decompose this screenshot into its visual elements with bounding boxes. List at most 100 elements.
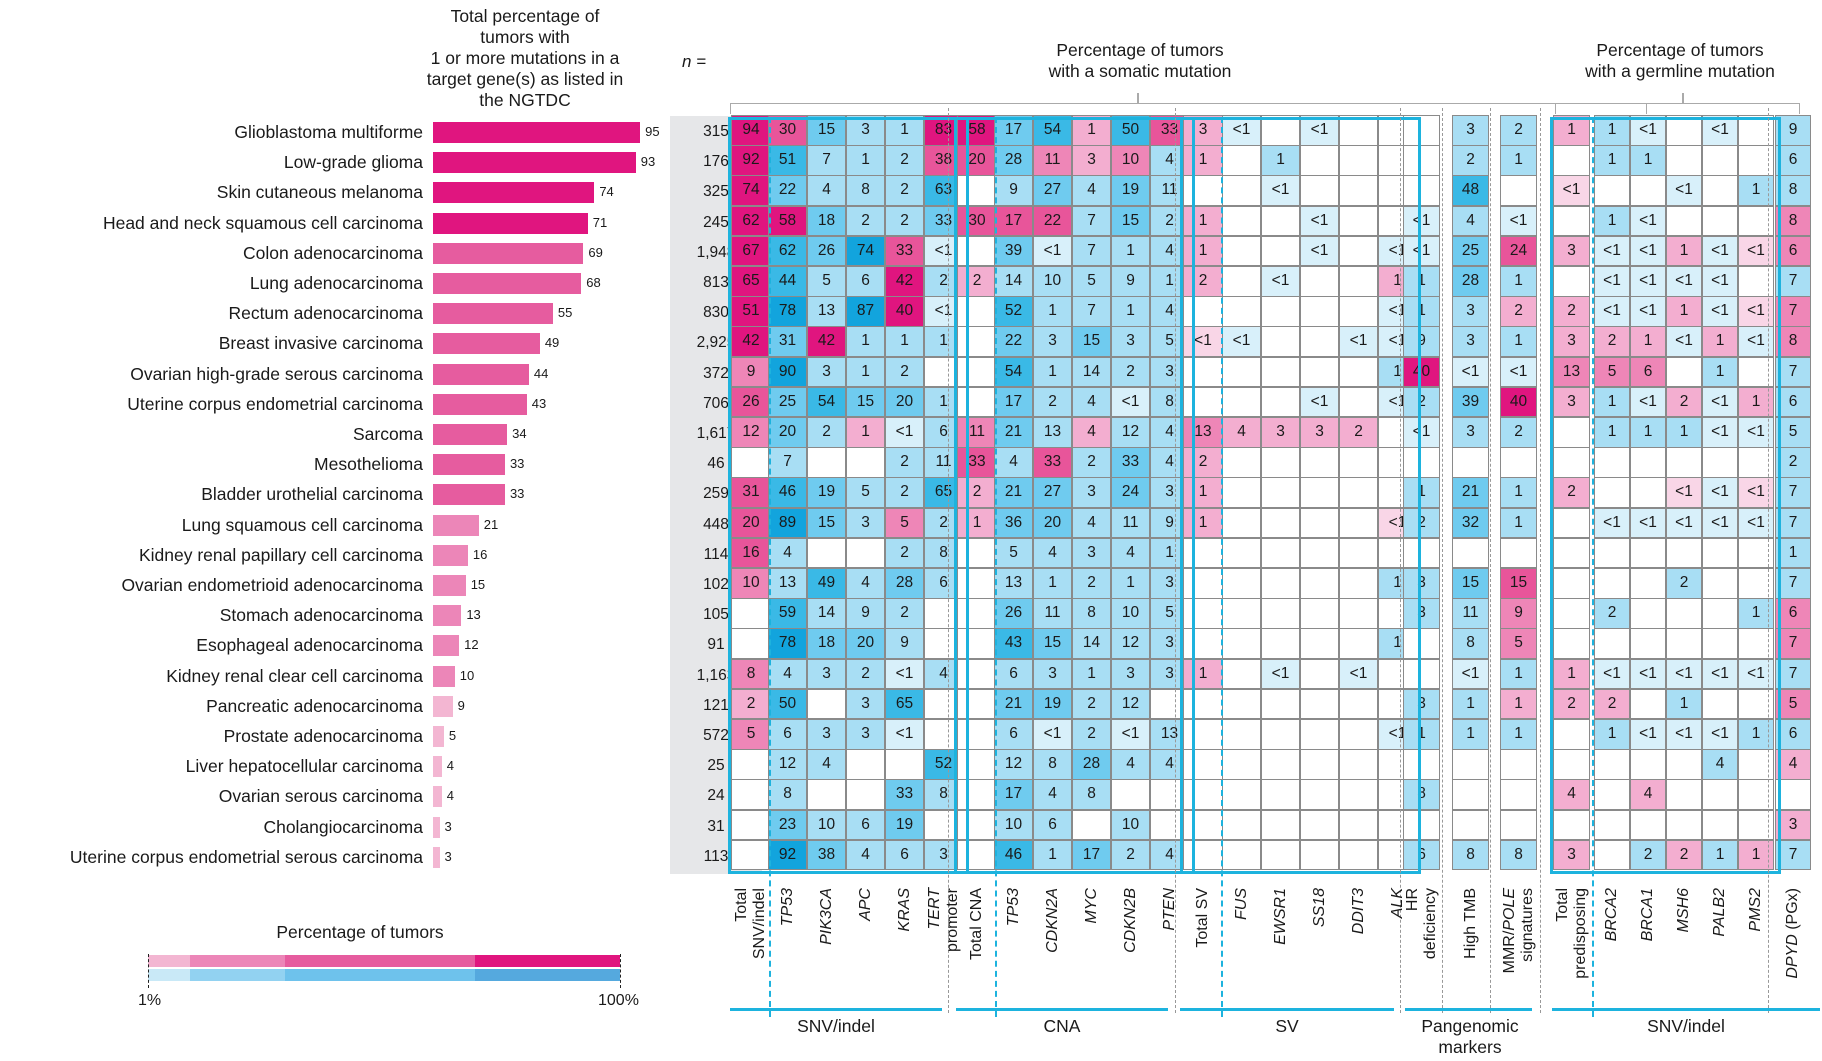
heatmap-cell <box>1702 568 1738 599</box>
cancer-type-label: Low-grade glioma <box>283 152 423 173</box>
heatmap-cell <box>1553 719 1590 750</box>
heatmap-cell: <1 <box>1339 326 1378 358</box>
heatmap-cell: 2 <box>885 175 924 207</box>
heatmap-cell <box>1222 658 1261 690</box>
section-underline <box>730 1008 942 1011</box>
bar-value-label: 4 <box>446 758 454 774</box>
heatmap-cell: 1 <box>1452 719 1489 750</box>
cancer-type-label: Lung adenocarcinoma <box>249 273 423 293</box>
heatmap-cell: 2 <box>1630 839 1666 871</box>
heatmap-cell: 54 <box>994 356 1033 388</box>
heatmap-cell <box>1300 266 1339 297</box>
heatmap-cell: <1 <box>1033 719 1072 750</box>
heatmap-cell: 6 <box>994 719 1033 750</box>
heatmap-cell: 4 <box>1702 749 1738 780</box>
heatmap-cell <box>1666 356 1702 388</box>
heatmap-cell <box>1222 598 1261 629</box>
bar-chart-title-line: Total percentage of <box>450 6 600 26</box>
column-header-line: Total SV <box>1194 888 1211 948</box>
heatmap-cell <box>957 356 997 388</box>
legend-title: Percentage of tumors <box>276 922 444 942</box>
heatmap-cell: 4 <box>1072 386 1111 418</box>
heatmap-cell: 4 <box>994 447 1033 478</box>
heatmap-cell: 4 <box>1630 779 1666 811</box>
heatmap-cell: 1 <box>1500 688 1537 720</box>
cancer-type-label: Skin cutaneous melanoma <box>216 182 423 203</box>
column-header-line: Total <box>1553 888 1571 922</box>
heatmap-cell <box>1553 749 1590 780</box>
heatmap-cell: 3 <box>1111 658 1150 690</box>
bar <box>433 575 466 596</box>
heatmap-cell <box>1222 628 1261 660</box>
heatmap-cell <box>1339 235 1378 267</box>
heatmap-cell <box>957 839 997 871</box>
heatmap-cell: 24 <box>1500 235 1537 267</box>
heatmap-cell <box>1339 537 1378 569</box>
n-value: 46 <box>707 455 725 473</box>
heatmap-cell: 1 <box>846 326 885 358</box>
heatmap-cell <box>1553 628 1590 660</box>
heatmap-cell: 7 <box>1775 356 1811 388</box>
heatmap-cell <box>1500 175 1537 207</box>
legend-blue-segment <box>475 969 620 981</box>
column-header: DDIT3 <box>1350 888 1368 1006</box>
heatmap-cell: 11 <box>1033 145 1072 176</box>
heatmap-cell: 3 <box>846 688 885 720</box>
heatmap-cell: 2 <box>957 266 997 297</box>
heatmap-cell: 8 <box>1500 839 1537 871</box>
column-header-line: promoter <box>943 888 961 953</box>
heatmap-cell <box>1300 296 1339 327</box>
heatmap-cell <box>1183 568 1223 599</box>
heatmap-cell: 4 <box>1072 417 1111 448</box>
heatmap-cell: 1 <box>1702 839 1738 871</box>
heatmap-cell <box>1702 537 1738 569</box>
heatmap-cell: 21 <box>994 417 1033 448</box>
heatmap-cell: 38 <box>807 839 846 871</box>
heatmap-cell: 1 <box>1630 145 1666 176</box>
heatmap-cell <box>1594 175 1630 207</box>
column-header: Total predisposing <box>1554 888 1590 1006</box>
heatmap-cell: 3 <box>846 507 885 539</box>
heatmap-cell: 90 <box>768 356 807 388</box>
section-underline <box>1552 1008 1820 1011</box>
heatmap-cell: 19 <box>1111 175 1150 207</box>
column-header-line: DDIT3 <box>1349 888 1367 935</box>
heatmap-cell: <1 <box>1630 507 1666 539</box>
heatmap-cell: 2 <box>1183 447 1223 478</box>
heatmap-cell <box>1261 326 1300 358</box>
heatmap-cell: <1 <box>1452 658 1489 690</box>
heatmap-cell: 17 <box>994 115 1033 146</box>
cancer-type-label: Prostate adenocarcinoma <box>223 726 423 746</box>
heatmap-cell: 8 <box>846 175 885 207</box>
heatmap-cell <box>1594 809 1630 841</box>
heatmap-cell: 4 <box>1033 537 1072 569</box>
heatmap-cell: 40 <box>1500 386 1537 418</box>
heatmap-cell: 21 <box>994 477 1033 509</box>
section-label: SV <box>1275 1016 1299 1036</box>
heatmap-cell: <1 <box>1594 658 1630 690</box>
column-header-line: TP53 <box>1004 888 1022 927</box>
heatmap-cell <box>1261 809 1300 841</box>
heatmap-cell: 20 <box>768 417 807 448</box>
heatmap-cell <box>1553 417 1590 448</box>
heatmap-cell: 21 <box>1452 477 1489 509</box>
heatmap-cell: 67 <box>731 235 771 267</box>
heatmap-cell: 7 <box>807 145 846 176</box>
heatmap-cell <box>846 749 885 780</box>
heatmap-cell: 2 <box>1072 719 1111 750</box>
heatmap-cell: 12 <box>994 749 1033 780</box>
heatmap-cell: 3 <box>1300 417 1339 448</box>
heatmap-cell <box>1222 537 1261 569</box>
heatmap-cell: 13 <box>1553 356 1590 388</box>
heatmap-cell: 46 <box>768 477 807 509</box>
heatmap-cell: 15 <box>807 115 846 146</box>
heatmap-cell <box>1222 205 1261 237</box>
heatmap-cell: 3 <box>807 658 846 690</box>
heatmap-cell: 1 <box>1183 477 1223 509</box>
heatmap-cell: 22 <box>768 175 807 207</box>
heatmap-cell: 10 <box>994 809 1033 841</box>
legend-max-tick <box>620 954 621 988</box>
bar <box>433 424 508 445</box>
column-header-line: signatures <box>1518 888 1536 962</box>
column-header: APC <box>857 888 875 1006</box>
